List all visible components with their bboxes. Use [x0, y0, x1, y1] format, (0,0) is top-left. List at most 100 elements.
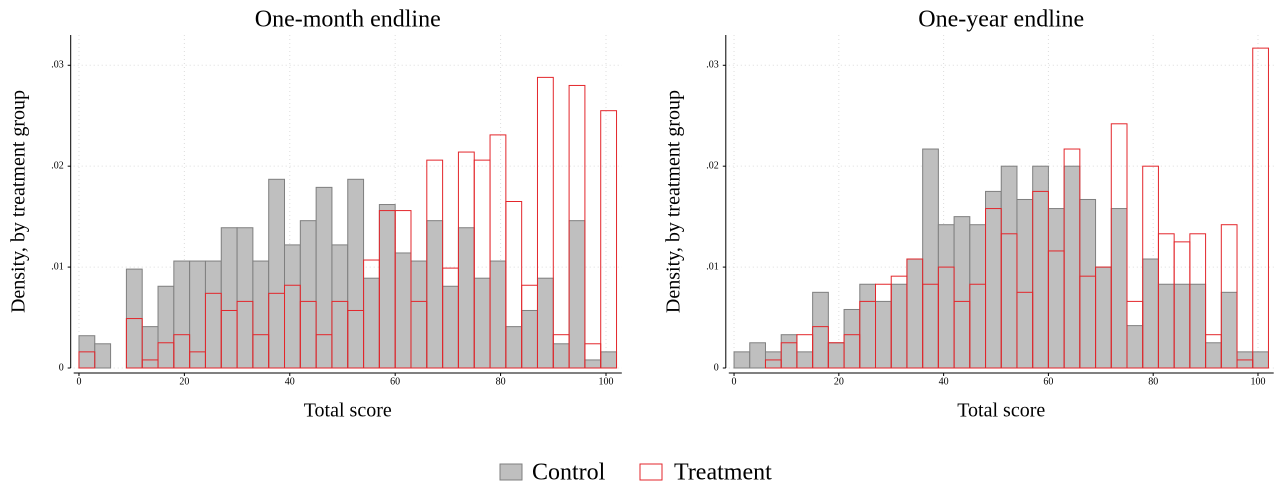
bar [552, 343, 570, 369]
legend-label: Treatment [674, 460, 772, 486]
x-tick-label: 60 [390, 376, 400, 387]
bar [584, 359, 602, 369]
bar [426, 159, 444, 369]
bar [1252, 351, 1269, 369]
bar [505, 201, 523, 369]
bar [505, 326, 523, 369]
bar [780, 334, 798, 369]
y-tick-label: .01 [51, 261, 64, 272]
bar [568, 84, 586, 369]
bar [442, 285, 459, 369]
bar [796, 351, 814, 369]
bar [1173, 283, 1191, 369]
bar [1032, 165, 1049, 369]
x-axis-label: Total score [304, 400, 392, 422]
bar [394, 252, 412, 369]
bar [568, 220, 586, 369]
x-tick-label: 20 [834, 376, 844, 387]
y-axis-label: Density, by treatment group [8, 90, 30, 313]
bar [906, 258, 924, 369]
bar [489, 260, 507, 369]
bar [1063, 148, 1081, 369]
bar [204, 260, 222, 369]
bar [1220, 224, 1238, 369]
bar [426, 220, 444, 369]
bar [969, 224, 987, 369]
bar [1252, 47, 1269, 369]
bar [252, 260, 270, 369]
bar [268, 178, 286, 369]
bar [173, 334, 191, 369]
bar [157, 285, 175, 369]
bar [953, 216, 971, 369]
x-tick-label: 80 [1148, 376, 1158, 387]
bar [363, 277, 380, 369]
bar [394, 210, 412, 369]
y-tick-label: .02 [706, 160, 719, 171]
bar [749, 342, 766, 369]
y-tick-label: .02 [51, 160, 64, 171]
bar [859, 283, 877, 369]
bar [536, 76, 554, 369]
bar [843, 308, 861, 369]
bar [1126, 325, 1144, 369]
y-tick-label: .03 [51, 60, 64, 71]
bar [1142, 258, 1159, 369]
y-axis-label: Density, by treatment group [663, 90, 685, 313]
bar [1110, 208, 1128, 369]
bar [875, 300, 892, 369]
bar [378, 204, 396, 369]
bar [1000, 165, 1018, 369]
bar [1205, 342, 1222, 369]
legend-swatch [639, 463, 663, 481]
x-tick-label: 40 [939, 376, 949, 387]
bar [331, 244, 349, 369]
bar [600, 351, 618, 369]
bar [536, 277, 554, 369]
bar [1047, 208, 1065, 369]
x-tick-label: 0 [76, 376, 81, 387]
y-tick-label: .03 [706, 60, 719, 71]
bar [1063, 165, 1081, 369]
x-tick-label: 100 [1250, 376, 1265, 387]
y-tick-label: 0 [714, 362, 719, 373]
x-tick-label: 60 [1043, 376, 1053, 387]
y-tick-label: 0 [59, 362, 64, 373]
bar [1189, 283, 1207, 369]
bar [78, 351, 96, 369]
bar [827, 342, 845, 369]
bar [812, 291, 829, 369]
bar [1095, 266, 1112, 369]
bar [220, 227, 238, 369]
bar [922, 148, 939, 369]
bar [1016, 198, 1034, 369]
bar [1220, 291, 1238, 369]
x-tick-label: 100 [598, 376, 613, 387]
bar [410, 260, 428, 369]
bar [94, 343, 112, 369]
bar [937, 224, 955, 369]
bar [315, 186, 333, 369]
bar [1189, 233, 1207, 369]
bar [521, 309, 538, 369]
bar [733, 351, 751, 369]
bar [1157, 283, 1175, 369]
x-axis-label: Total score [957, 400, 1045, 422]
bar [457, 227, 475, 369]
x-tick-label: 0 [732, 376, 737, 387]
legend-swatch [499, 463, 523, 481]
y-tick-label: .01 [706, 261, 719, 272]
chart-title: One-year endline [918, 7, 1084, 33]
chart-title: One-month endline [255, 7, 441, 33]
bar [1079, 198, 1097, 369]
bar [347, 178, 365, 369]
bar [299, 220, 317, 369]
bar [1110, 123, 1128, 369]
bar [890, 283, 908, 369]
x-tick-label: 20 [179, 376, 189, 387]
bar [600, 110, 618, 369]
bar [236, 227, 254, 369]
bar [284, 244, 301, 369]
x-tick-label: 40 [285, 376, 295, 387]
